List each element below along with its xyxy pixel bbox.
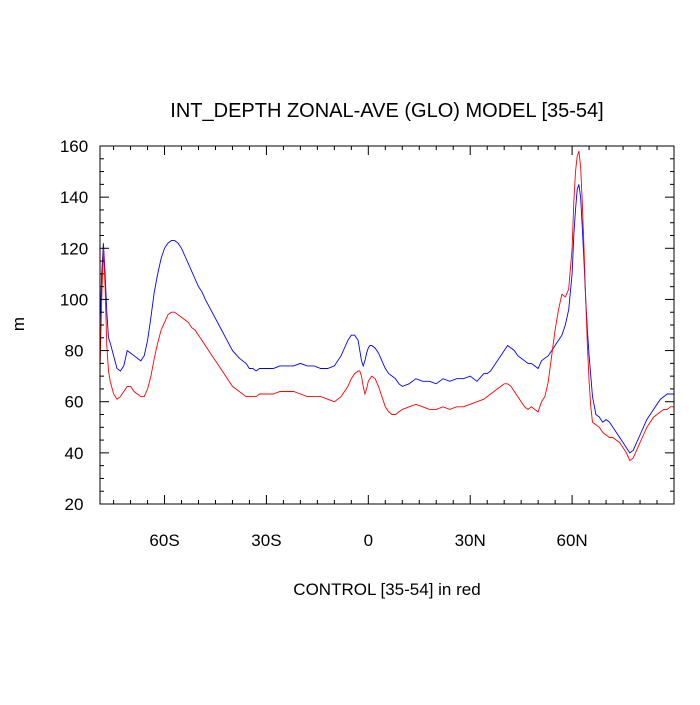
x-tick-label: 60S bbox=[149, 531, 179, 550]
series-line-1 bbox=[99, 184, 674, 454]
x-tick-label: 30S bbox=[251, 531, 281, 550]
y-tick-label: 120 bbox=[60, 239, 88, 258]
y-tick-label: 160 bbox=[60, 137, 88, 156]
x-axis-label: CONTROL [35-54] in red bbox=[293, 580, 480, 599]
y-axis-label: m bbox=[9, 317, 28, 331]
x-tick-label: 60N bbox=[557, 531, 588, 550]
chart-title: INT_DEPTH ZONAL-AVE (GLO) MODEL [35-54] bbox=[170, 100, 603, 122]
y-tick-label: 20 bbox=[65, 495, 84, 514]
x-tick-label: 0 bbox=[364, 531, 373, 550]
x-tick-label: 30N bbox=[455, 531, 486, 550]
plot-frame bbox=[99, 145, 675, 505]
series-line-2 bbox=[99, 150, 674, 462]
y-tick-label: 60 bbox=[65, 393, 84, 412]
y-tick-label: 100 bbox=[60, 290, 88, 309]
y-tick-label: 140 bbox=[60, 188, 88, 207]
y-tick-label: 40 bbox=[65, 444, 84, 463]
tick-layer: 20 40 60 80 100 120 140 160 60S 30S 0 30N 60N bbox=[60, 137, 674, 550]
series-layer bbox=[99, 150, 674, 462]
y-tick-label: 80 bbox=[65, 342, 84, 361]
